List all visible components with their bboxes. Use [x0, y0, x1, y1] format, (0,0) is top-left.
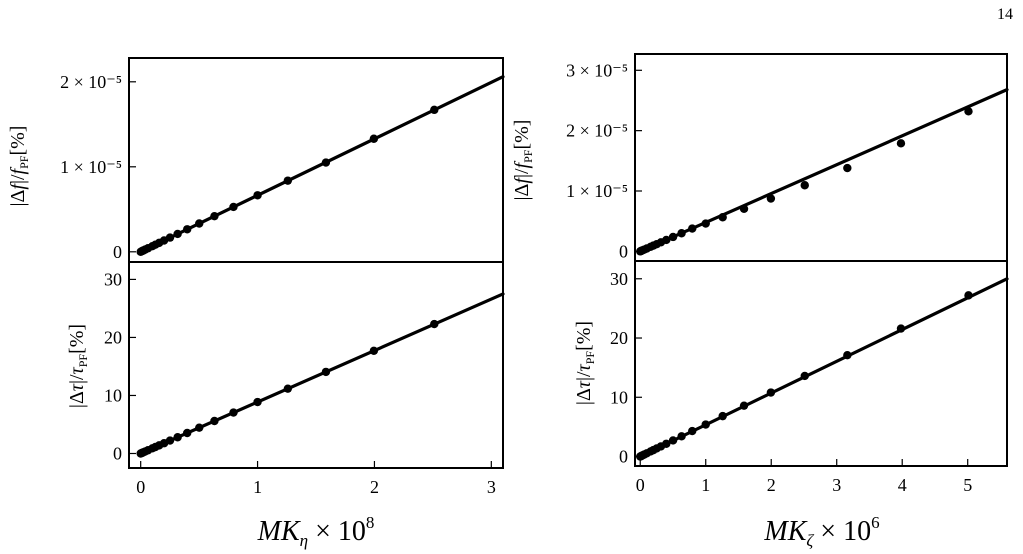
- chart-top-left-point: [165, 233, 175, 242]
- chart-bottom-right-point: [739, 401, 749, 410]
- chart-top-left-series-line: [139, 75, 505, 254]
- chart-bottom-right-point: [964, 291, 973, 300]
- chart-bottom-right-xtick-label: 3: [832, 475, 841, 495]
- chart-top-left-point: [369, 134, 379, 143]
- chart-bottom-left-point: [173, 433, 182, 442]
- chart-top-right-point: [964, 107, 973, 116]
- chart-top-left-point: [283, 176, 293, 185]
- chart-top-left-point: [229, 202, 238, 212]
- chart-top-right-point: [668, 232, 678, 242]
- chart-bottom-left-point: [369, 346, 379, 355]
- chart-bottom-left-xtick-label: 3: [487, 477, 496, 497]
- chart-bottom-left-frame: [128, 261, 504, 469]
- svg-text:|Δf|/fPF[%]: |Δf|/fPF[%]: [7, 126, 31, 207]
- chart-bottom-right-xtick-label: 4: [898, 475, 907, 495]
- chart-top-right-point: [701, 219, 710, 228]
- chart-bottom-left-point: [253, 397, 262, 407]
- chart-bottom-right-point: [668, 436, 678, 445]
- chart-top-left-point: [183, 225, 192, 234]
- chart-top-left-ytick-label: 2 × 10⁻⁵: [60, 72, 122, 92]
- svg-text:|Δf|/fPF[%]: |Δf|/fPF[%]: [511, 120, 535, 201]
- chart-bottom-left-point: [430, 319, 439, 329]
- ylabel-bottom-left: |Δτ|/τPF[%]: [66, 324, 90, 408]
- chart-bottom-right-point: [701, 420, 710, 429]
- chart-bottom-left-ytick-label: 0: [113, 443, 122, 463]
- svg-text:|Δτ|/τPF[%]: |Δτ|/τPF[%]: [66, 324, 90, 408]
- chart-bottom-right-point: [800, 371, 809, 381]
- ylabel-top-right: |Δf|/fPF[%]: [511, 120, 535, 201]
- svg-text:|Δτ|/τPF[%]: |Δτ|/τPF[%]: [573, 321, 597, 405]
- chart-top-right-series-line: [638, 88, 1009, 253]
- chart-bottom-left-point: [321, 367, 331, 377]
- chart-top-right-point: [688, 224, 697, 233]
- chart-bottom-right-ytick-label: 10: [610, 387, 628, 407]
- xlabel-right: MKζ × 106: [763, 513, 879, 550]
- chart-bottom-right-ytick-label: 0: [619, 447, 628, 467]
- chart-top-left-point: [430, 105, 439, 115]
- chart-bottom-right-point: [766, 388, 776, 397]
- ylabel-bottom-right: |Δτ|/τPF[%]: [573, 321, 597, 405]
- chart-top-right-point: [766, 194, 776, 203]
- chart-bottom-right-ytick-label: 30: [610, 269, 628, 289]
- chart-top-right-ytick-label: 0: [619, 241, 628, 261]
- chart-bottom-right-point: [843, 351, 852, 360]
- chart-top-right-ytick-label: 1 × 10⁻⁵: [566, 181, 628, 201]
- chart-bottom-left-ytick-label: 20: [104, 327, 122, 347]
- chart-top-right-point: [718, 213, 727, 222]
- chart-top-left-point: [321, 158, 331, 167]
- xlabel-left: MKη × 108: [257, 513, 375, 550]
- chart-bottom-left-point: [210, 416, 219, 426]
- chart-bottom-right-frame: [634, 260, 1008, 467]
- chart-bottom-right-ytick-label: 20: [610, 328, 628, 348]
- chart-bottom-right-xtick-label: 0: [636, 475, 645, 495]
- chart-bottom-right-xtick-label: 5: [963, 475, 972, 495]
- chart-bottom-left-series-line: [139, 292, 505, 456]
- chart-top-right-ytick-label: 2 × 10⁻⁵: [566, 121, 628, 141]
- chart-top-right-point: [896, 139, 906, 148]
- chart-bottom-right-xtick-label: 1: [701, 475, 710, 495]
- chart-bottom-left-ytick-label: 30: [104, 269, 122, 289]
- chart-bottom-left-ytick-label: 10: [104, 385, 122, 405]
- chart-top-left-point: [173, 229, 182, 239]
- chart-bottom-left-point: [183, 428, 192, 438]
- chart-top-right-point: [800, 181, 809, 190]
- chart-top-left-point: [195, 219, 204, 228]
- chart-bottom-right-series-line: [638, 277, 1009, 459]
- chart-top-right-ytick-label: 3 × 10⁻⁵: [566, 60, 628, 80]
- chart-bottom-left-point: [229, 408, 238, 417]
- chart-bottom-left-point: [195, 423, 204, 432]
- chart-bottom-right-point: [662, 439, 671, 448]
- chart-top-left-point: [253, 191, 262, 200]
- chart-top-left-ytick-label: 0: [113, 242, 122, 262]
- page-number: 14: [997, 6, 1013, 23]
- chart-top-right-point: [739, 204, 749, 213]
- chart-bottom-left-point: [165, 436, 175, 445]
- chart-bottom-right-point: [718, 411, 727, 421]
- chart-top-right-point: [677, 229, 686, 238]
- chart-bottom-left-xtick-label: 1: [253, 477, 262, 497]
- chart-bottom-right-point: [896, 324, 906, 333]
- ylabel-top-left: |Δf|/fPF[%]: [7, 126, 31, 207]
- chart-bottom-right-point: [688, 426, 697, 436]
- chart-top-right-point: [662, 235, 671, 245]
- chart-top-left-point: [210, 211, 219, 221]
- chart-bottom-right-point: [677, 432, 686, 441]
- chart-bottom-right-xtick-label: 2: [767, 475, 776, 495]
- chart-bottom-left-point: [283, 384, 293, 393]
- chart-top-left-ytick-label: 1 × 10⁻⁵: [60, 157, 122, 177]
- chart-bottom-left-xtick-label: 0: [136, 477, 145, 497]
- chart-bottom-left-xtick-label: 2: [370, 477, 379, 497]
- chart-top-right-point: [843, 163, 852, 173]
